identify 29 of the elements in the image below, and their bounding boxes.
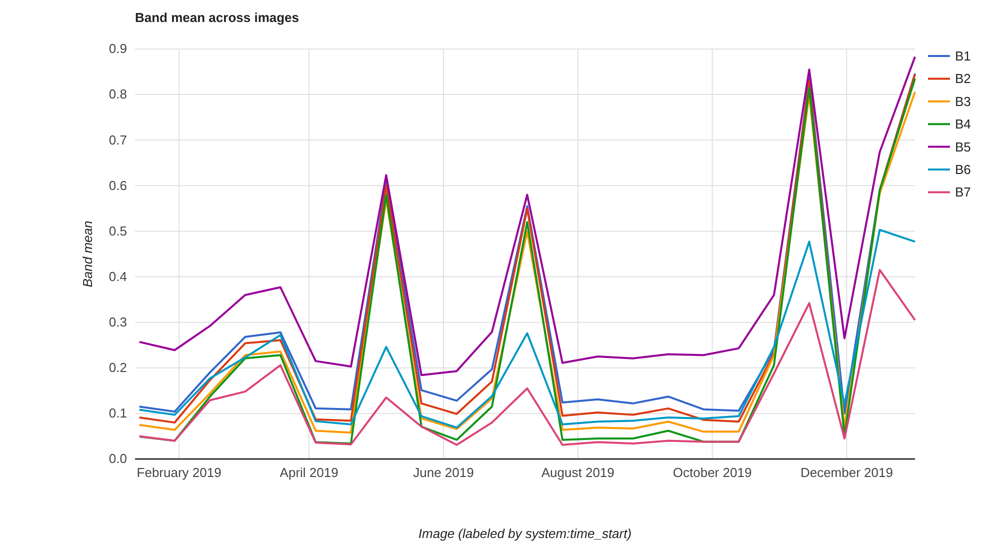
y-tick-label: 0.1 <box>108 406 127 421</box>
line-series <box>138 228 916 429</box>
y-tick-label: 0.5 <box>108 223 127 238</box>
legend-label: B5 <box>955 139 971 154</box>
chart-title: Band mean across images <box>135 10 300 25</box>
y-tick-label: 0.3 <box>108 314 127 330</box>
y-tick-label: 0.6 <box>108 178 127 193</box>
y-tick-label: 0.7 <box>108 132 127 148</box>
x-tick-label: February 2019 <box>136 465 222 480</box>
x-axis-title: Image (labeled by system:time_start) <box>418 526 632 541</box>
y-tick-label: 0.4 <box>108 268 127 284</box>
y-tick-label: 0.8 <box>108 86 127 102</box>
y-tick-label: 0.0 <box>108 451 127 466</box>
legend-label: B2 <box>955 71 971 86</box>
legend-label: B4 <box>955 116 971 132</box>
legend-label: B6 <box>955 162 971 177</box>
y-tick-label: 0.2 <box>108 360 127 376</box>
line-series <box>138 268 916 446</box>
y-axis-title: Band mean <box>80 220 95 288</box>
x-tick-label: June 2019 <box>413 465 474 480</box>
x-tick-label: October 2019 <box>672 465 752 480</box>
y-tick-label: 0.9 <box>108 41 127 56</box>
legend-label: B7 <box>955 184 971 200</box>
legend-label: B3 <box>955 94 971 109</box>
x-tick-label: August 2019 <box>541 465 614 480</box>
x-tick-label: December 2019 <box>800 465 893 480</box>
x-tick-label: April 2019 <box>280 465 338 480</box>
line-series <box>138 56 916 376</box>
legend-label: B1 <box>955 48 971 64</box>
